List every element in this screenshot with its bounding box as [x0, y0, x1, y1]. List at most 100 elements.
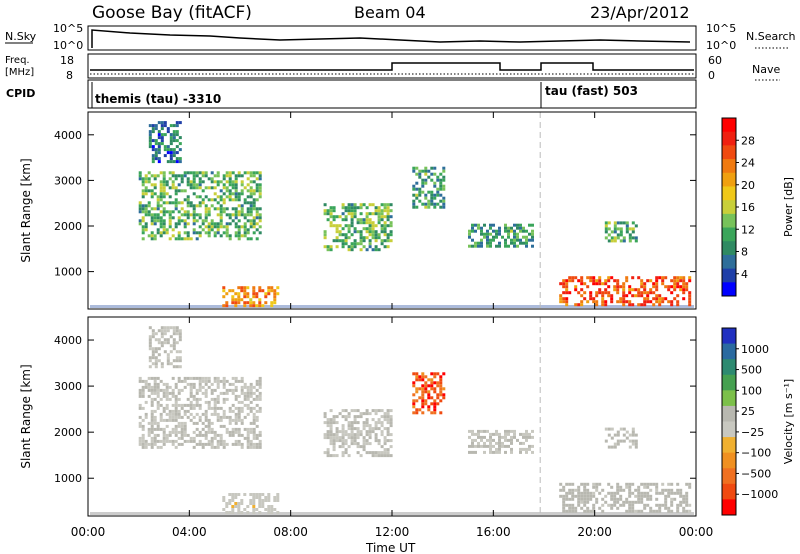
- scatter-cell: [329, 212, 333, 216]
- scatter-cell: [359, 430, 363, 434]
- scatter-cell: [323, 436, 327, 440]
- scatter-cell: [171, 174, 175, 178]
- scatter-cell: [421, 405, 425, 409]
- scatter-cell: [347, 445, 351, 449]
- scatter-region: [148, 121, 182, 164]
- scatter-cell: [207, 225, 211, 229]
- scatter-cell: [150, 424, 154, 428]
- scatter-cell: [186, 222, 190, 226]
- scatter-cell: [356, 218, 360, 222]
- scatter-cell: [424, 387, 428, 391]
- scatter-cell: [166, 359, 170, 363]
- scatter-cell: [144, 228, 148, 232]
- scatter-cell: [180, 237, 184, 241]
- scatter-cell: [486, 429, 489, 433]
- scatter-cell: [619, 439, 623, 443]
- scatter-cell: [640, 494, 644, 498]
- scatter-cell: [177, 403, 181, 407]
- scatter-cell: [412, 199, 416, 203]
- scatter-cell: [258, 207, 262, 211]
- colorbar-tick-label: 20: [741, 179, 755, 192]
- colorbar-segment: [722, 118, 736, 133]
- scatter-cell: [222, 210, 226, 214]
- scatter-cell: [171, 210, 175, 214]
- scatter-cell: [156, 231, 160, 235]
- scatter-cell: [144, 225, 148, 229]
- scatter-cell: [270, 289, 274, 293]
- scatter-cell: [171, 412, 175, 416]
- scatter-cell: [159, 415, 163, 419]
- scatter-cell: [601, 303, 605, 307]
- scatter-cell: [439, 393, 443, 397]
- scatter-cell: [234, 439, 238, 443]
- scatter-cell: [189, 394, 193, 398]
- scatter-cell: [240, 207, 244, 211]
- scatter-cell: [471, 432, 474, 436]
- scatter-cell: [676, 488, 680, 492]
- scatter-cell: [598, 288, 602, 292]
- scatter-cell: [519, 226, 522, 230]
- scatter-cell: [571, 279, 575, 283]
- scatter-cell: [204, 210, 208, 214]
- scatter-cell: [513, 238, 516, 242]
- scatter-cell: [237, 400, 241, 404]
- scatter-region: [468, 223, 534, 248]
- scatter-cell: [153, 388, 157, 392]
- scatter-cell: [389, 454, 393, 458]
- scatter-cell: [522, 441, 525, 445]
- nsky-tick-bottom: 10^0: [53, 39, 83, 52]
- scatter-cell: [192, 445, 196, 449]
- scatter-cell: [577, 494, 581, 498]
- scatter-cell: [159, 189, 163, 193]
- scatter-cell: [592, 279, 596, 283]
- scatter-cell: [513, 235, 516, 239]
- scatter-cell: [237, 174, 241, 178]
- scatter-cell: [383, 245, 387, 249]
- scatter-cell: [231, 298, 235, 302]
- scatter-cell: [622, 221, 626, 225]
- scatter-cell: [329, 433, 333, 437]
- scatter-cell: [616, 288, 620, 292]
- scatter-cell: [177, 415, 181, 419]
- scatter-cell: [195, 388, 199, 392]
- scatter-cell: [177, 237, 181, 241]
- scatter-cell: [183, 198, 187, 202]
- scatter-cell: [604, 221, 608, 225]
- scatter-cell: [225, 304, 229, 308]
- scatter-cell: [169, 344, 173, 348]
- scatter-cell: [273, 295, 277, 299]
- scatter-cell: [168, 213, 172, 217]
- scatter-cell: [628, 291, 632, 295]
- scatter-cell: [234, 225, 238, 229]
- y-tick-label: 3000: [54, 174, 82, 187]
- scatter-cell: [510, 450, 513, 454]
- scatter-cell: [228, 493, 232, 496]
- scatter-cell: [513, 232, 516, 236]
- scatter-cell: [658, 491, 662, 495]
- scatter-cell: [273, 292, 277, 296]
- scatter-cell: [583, 482, 587, 486]
- scatter-cell: [682, 282, 686, 286]
- scatter-cell: [162, 406, 166, 410]
- scatter-cell: [365, 418, 369, 422]
- scatter-cell: [616, 285, 620, 289]
- scatter-cell: [350, 248, 354, 252]
- scatter-cell: [673, 297, 677, 301]
- scatter-cell: [592, 494, 596, 498]
- scatter-cell: [386, 451, 390, 455]
- scatter-cell: [153, 415, 157, 419]
- scatter-cell: [246, 394, 250, 398]
- scatter-cell: [240, 192, 244, 196]
- scatter-cell: [389, 415, 393, 419]
- scatter-cell: [172, 365, 176, 369]
- scatter-cell: [225, 228, 229, 232]
- scatter-cell: [166, 148, 170, 152]
- scatter-cell: [192, 385, 196, 389]
- nave-label: Nave: [752, 63, 780, 76]
- scatter-cell: [519, 450, 522, 454]
- scatter-cell: [661, 279, 665, 283]
- scatter-cell: [504, 450, 507, 454]
- scatter-cell: [240, 442, 244, 446]
- scatter-cell: [246, 183, 250, 187]
